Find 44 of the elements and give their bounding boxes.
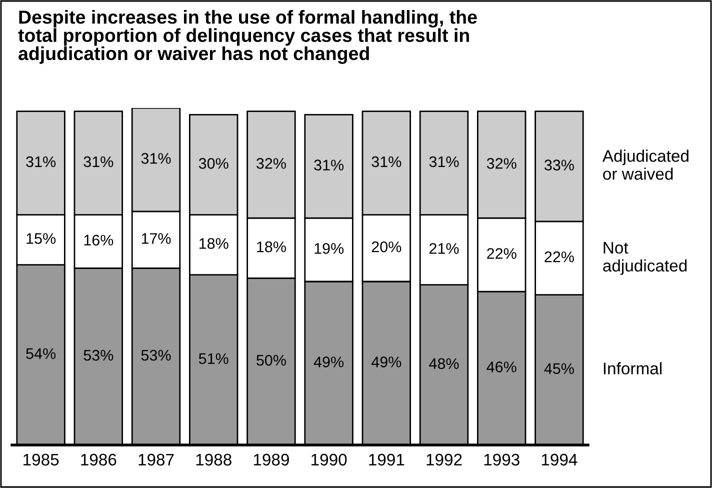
x-tick-label: 1993 [484, 454, 520, 466]
data-label: 53% [141, 350, 171, 361]
chart-title: Despite increases in the use of formal handling, the total proportion of delinquency cases that result in adjudication or waiver has not changed [18, 10, 477, 64]
data-label: 46% [486, 362, 516, 372]
data-label: 19% [314, 243, 344, 254]
data-label: 32% [256, 158, 286, 169]
x-tick-label: 1986 [81, 454, 116, 466]
x-tick-label: 1991 [369, 454, 404, 466]
data-label: 30% [198, 158, 228, 169]
data-label: 31% [141, 153, 171, 164]
data-label: 49% [314, 356, 344, 368]
series-label: Not adjudicated [603, 242, 687, 275]
data-label: 15% [26, 233, 56, 244]
data-label: 16% [84, 234, 114, 246]
data-label: 31% [372, 156, 402, 168]
data-label: 48% [429, 358, 459, 370]
series-label: Informal [604, 362, 662, 374]
data-label: 31% [429, 156, 459, 168]
data-label: 18% [199, 238, 228, 249]
data-label: 51% [198, 353, 228, 364]
series-label: Adjudicated or waived [602, 150, 688, 180]
data-label: 20% [372, 241, 402, 252]
x-tick-label: 1992 [426, 454, 462, 466]
data-label: 22% [487, 248, 516, 259]
data-label: 22% [544, 251, 574, 262]
data-label: 53% [84, 350, 114, 361]
x-tick-label: 1989 [254, 454, 289, 466]
data-label: 31% [314, 160, 344, 170]
data-label: 54% [26, 348, 56, 360]
data-label: 21% [429, 243, 459, 254]
data-label: 50% [256, 354, 286, 366]
data-label: 18% [257, 241, 286, 252]
data-label: 31% [84, 156, 114, 168]
x-tick-label: 1994 [542, 454, 578, 466]
data-label: 45% [544, 363, 574, 374]
x-tick-label: 1988 [196, 454, 232, 466]
x-tick-label: 1985 [24, 454, 59, 466]
data-label: 49% [371, 356, 402, 368]
data-label: 32% [486, 158, 516, 169]
x-tick-label: 1987 [138, 454, 174, 466]
x-tick-label: 1990 [312, 454, 347, 466]
data-label: 31% [26, 156, 56, 168]
data-label: 17% [142, 233, 171, 244]
data-label: 33% [544, 160, 574, 170]
